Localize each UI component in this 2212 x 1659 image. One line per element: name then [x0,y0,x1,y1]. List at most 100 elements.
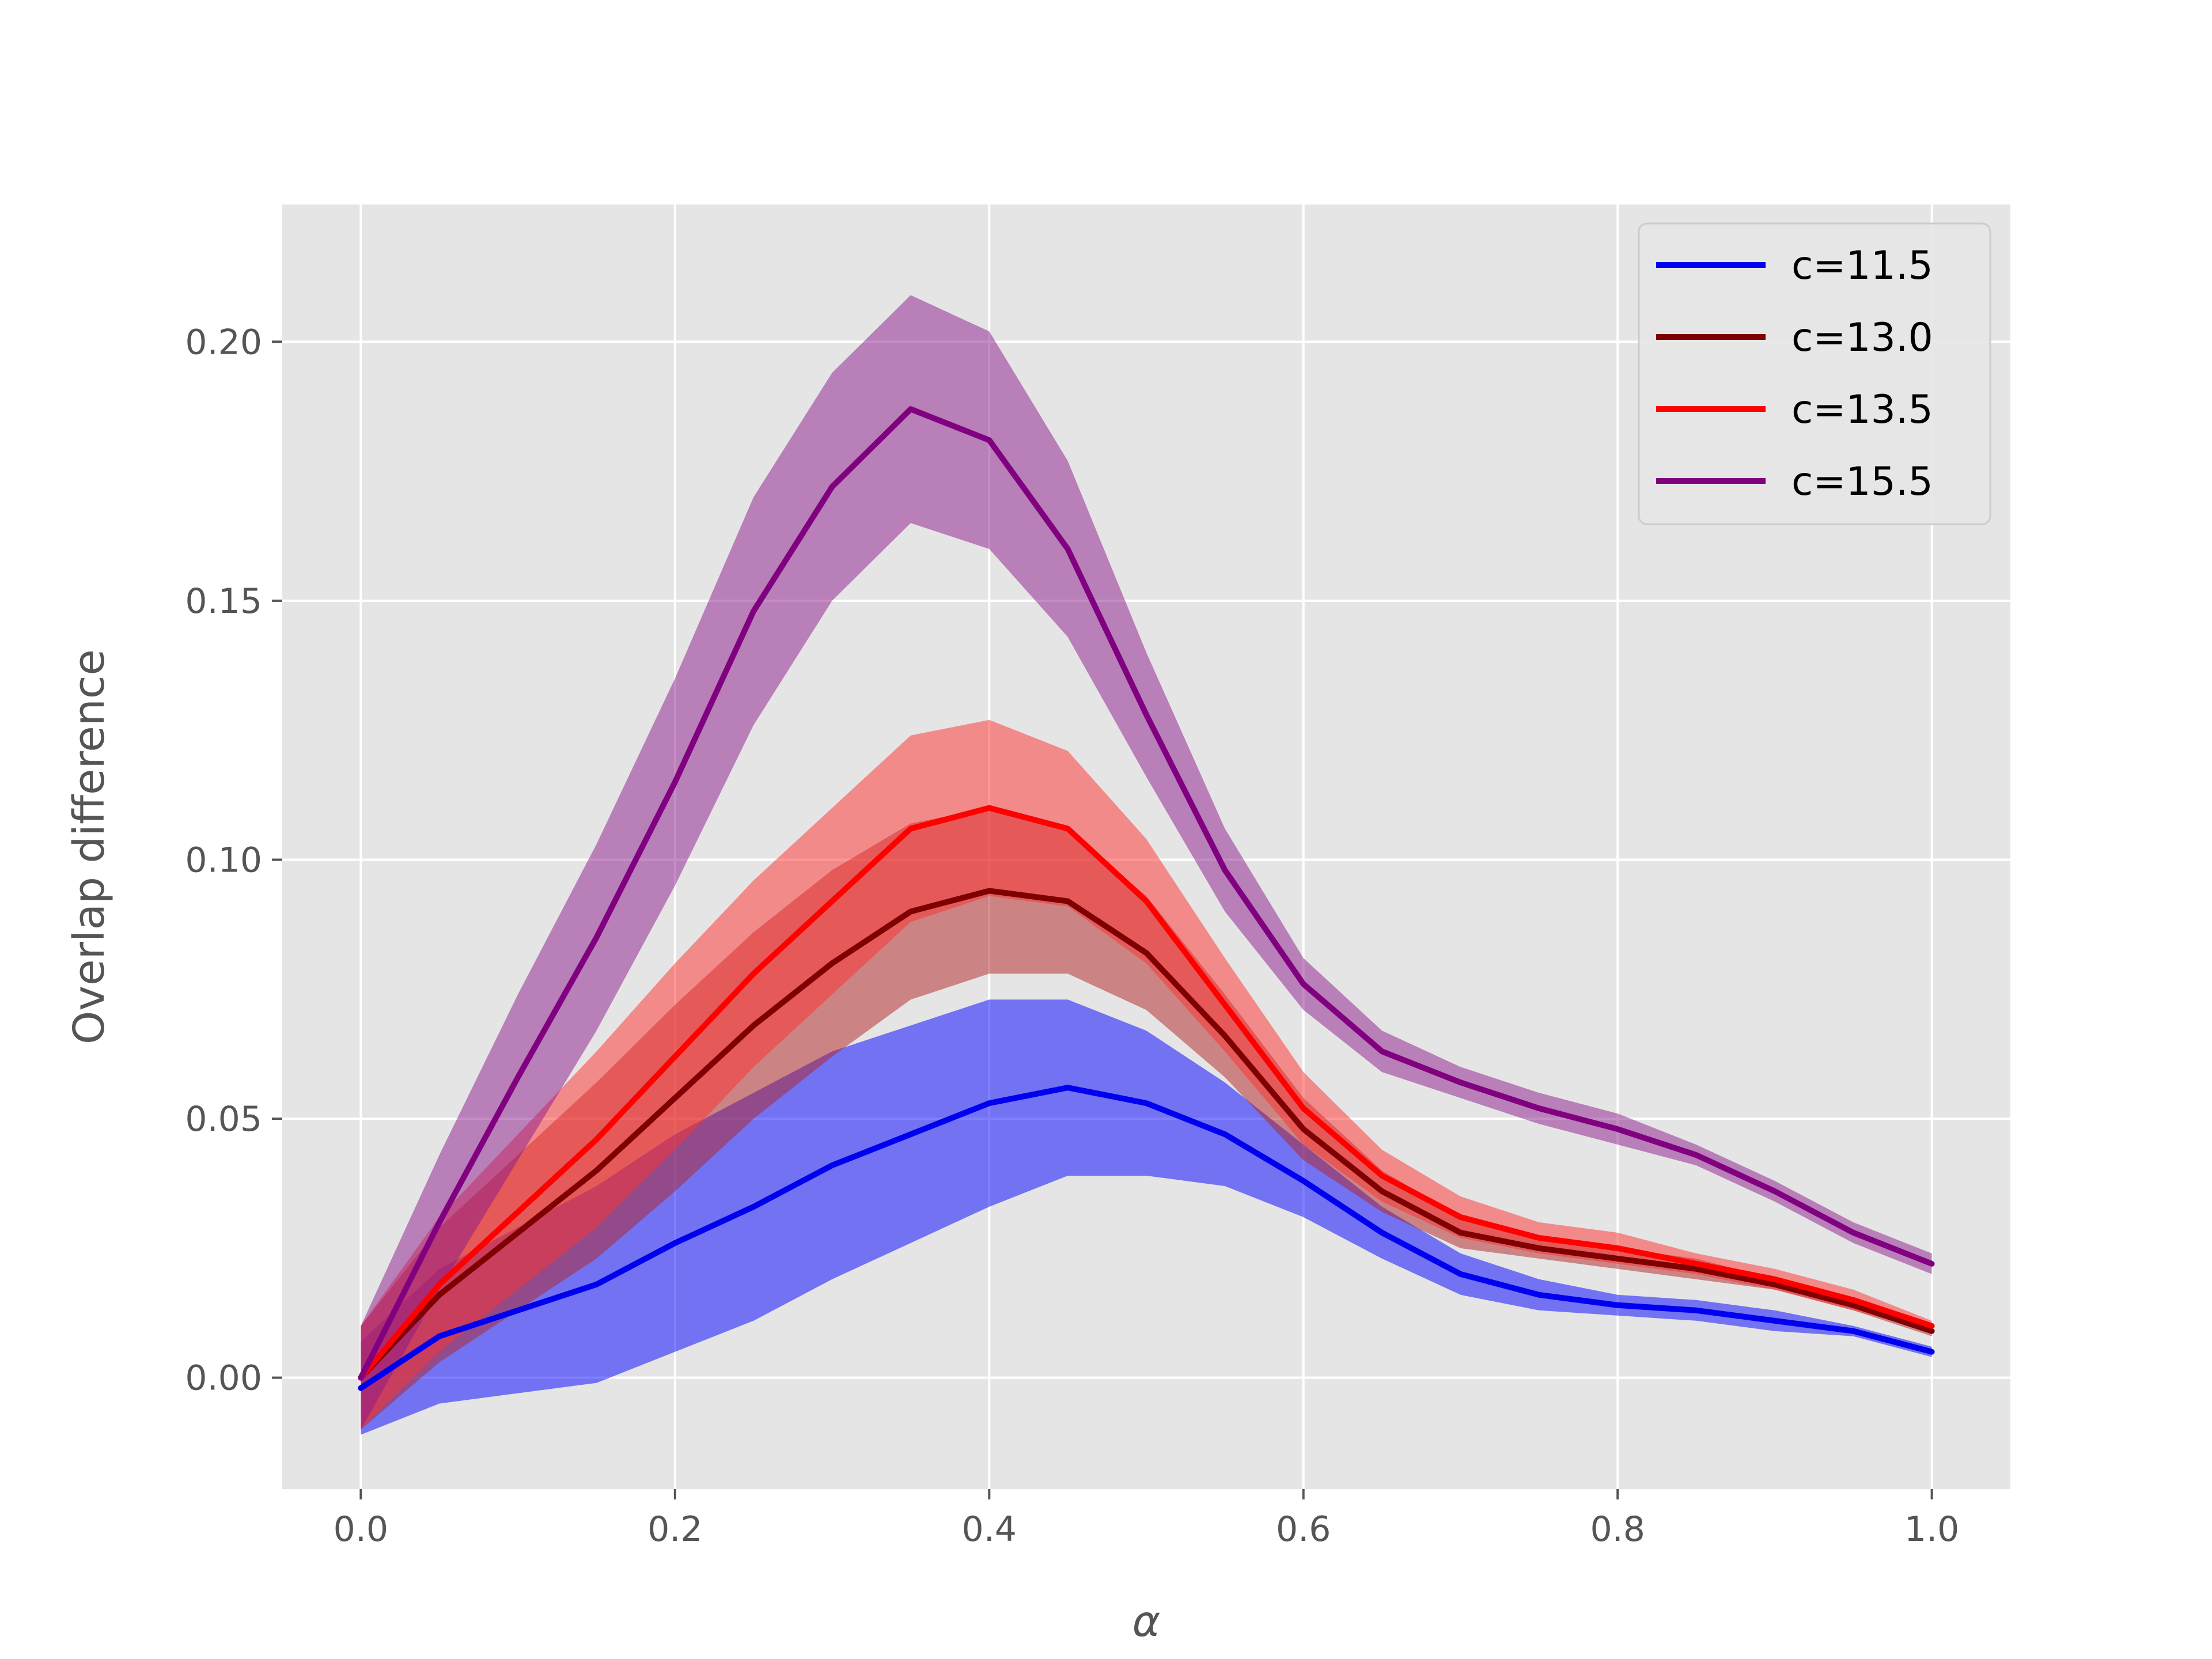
data-point [672,1096,677,1101]
data-point [1222,1002,1228,1007]
data-point [751,608,756,613]
x-axis-label: α [1132,1597,1161,1646]
data-point [1772,1277,1777,1282]
legend-box [1638,222,1991,525]
data-point [1615,1127,1620,1132]
data-point [1222,1132,1228,1137]
data-point [830,484,835,490]
data-point [516,1209,521,1214]
data-point [358,1385,363,1391]
data-point [987,805,992,810]
series-lines [358,406,1935,1391]
data-point [1615,1256,1620,1261]
data-point [358,1375,363,1380]
data-point [1851,1297,1856,1302]
data-point [1458,1214,1463,1219]
data-point [751,1204,756,1209]
data-point [987,1101,992,1106]
data-point [908,826,913,831]
data-point [516,1308,521,1313]
data-point [1694,1153,1699,1157]
data-point [1380,1049,1385,1054]
data-point [1301,1106,1306,1111]
data-point [1065,826,1070,831]
data-point [1772,1189,1777,1194]
data-point [1851,1230,1856,1235]
x-tick-label: 1.0 [1904,1509,1959,1550]
data-point [1536,1245,1541,1251]
y-axis-ticks: 0.00 0.05 0.10 0.15 0.20 [185,322,282,1399]
data-point [1301,1127,1306,1132]
x-tick-label: 0.0 [334,1509,388,1550]
data-point [830,899,835,904]
data-point [1536,1235,1541,1240]
data-point [1694,1308,1699,1313]
data-point [1772,1282,1777,1287]
data-point [672,779,677,785]
data-point [1694,1261,1699,1266]
data-point [1929,1349,1934,1354]
data-point [751,971,756,976]
error-bands [361,295,1932,1435]
data-point [1144,899,1149,904]
legend-label: c=13.0 [1791,315,1933,361]
data-point [1144,1101,1149,1106]
data-point [1065,547,1070,551]
series-band-4 [361,295,1932,1430]
legend: c=11.5 c=13.0 c=13.5 c=15.5 [1638,222,1991,525]
data-point [594,935,599,940]
data-point [1222,868,1228,873]
series-band-3 [361,719,1932,1430]
data-point [1851,1302,1856,1308]
data-point [830,1163,835,1168]
data-point [908,909,913,914]
data-point [987,438,992,443]
data-point [437,1334,442,1339]
y-tick-label: 0.10 [185,840,262,880]
y-tick-label: 0.15 [185,581,262,622]
data-point [1380,1173,1385,1178]
data-point [1458,1230,1463,1235]
data-point [594,1282,599,1287]
data-point [1301,982,1306,987]
data-point [1144,950,1149,956]
data-point [830,961,835,966]
data-point [1458,1271,1463,1277]
x-tick-label: 0.2 [647,1509,702,1550]
data-point [1536,1292,1541,1297]
data-point [1380,1189,1385,1194]
legend-label: c=11.5 [1791,243,1933,289]
y-tick-label: 0.20 [185,322,262,362]
data-point [594,1168,599,1173]
y-tick-label: 0.05 [185,1099,262,1139]
y-tick-label: 0.00 [185,1358,262,1399]
data-point [751,1023,756,1028]
data-point [1458,1080,1463,1085]
data-point [908,1132,913,1137]
legend-label: c=15.5 [1791,459,1933,505]
data-point [1929,1323,1934,1328]
data-point [1772,1318,1777,1323]
legend-label: c=13.5 [1791,387,1933,433]
data-point [1536,1106,1541,1111]
data-point [672,1054,677,1059]
data-point [1851,1328,1856,1334]
data-point [908,407,913,412]
data-point [437,1292,442,1297]
x-tick-label: 0.6 [1276,1509,1331,1550]
data-point [1929,1328,1934,1334]
data-point [1694,1266,1699,1271]
data-point [594,1137,599,1142]
data-point [1301,1179,1306,1183]
data-point [516,1230,521,1235]
data-point [437,1219,442,1225]
y-axis-label: Overlap difference [65,649,114,1044]
x-tick-label: 0.8 [1590,1509,1645,1550]
data-point [1615,1245,1620,1251]
data-point [987,888,992,893]
data-point [516,1075,521,1080]
data-point [1929,1261,1934,1266]
data-point [1222,1033,1228,1039]
x-axis-ticks: 0.0 0.2 0.4 0.6 0.8 1.0 [334,1489,1959,1550]
